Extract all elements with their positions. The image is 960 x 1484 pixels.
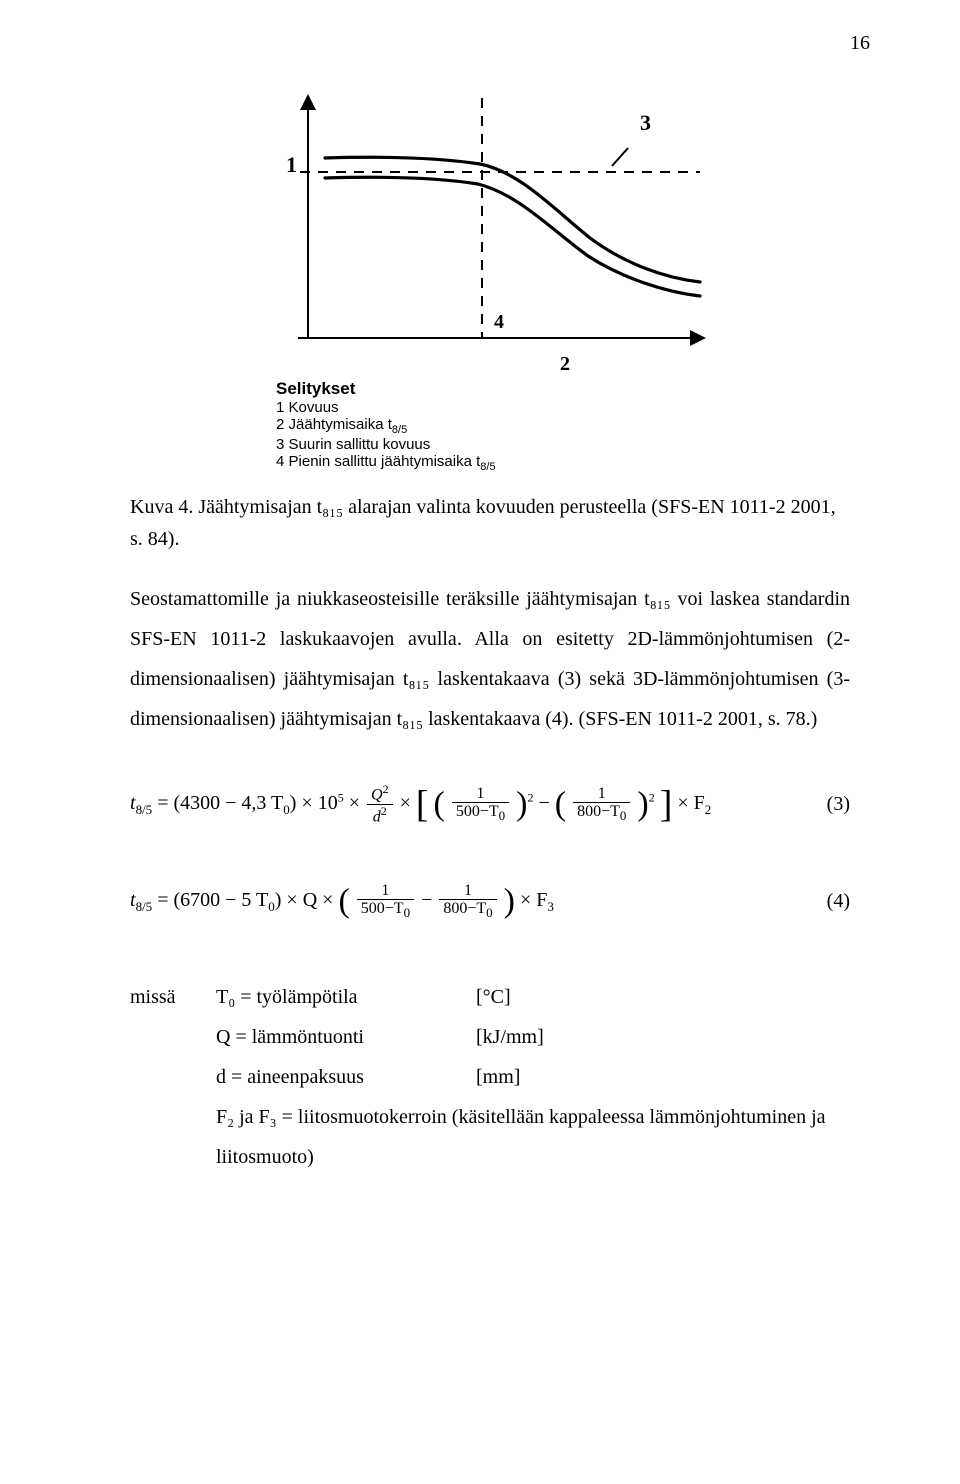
def-unit-T0: [°C] xyxy=(476,977,850,1017)
def-unit-Q: [kJ/mm] xyxy=(476,1017,850,1057)
equation-4-row: t8/5 = (6700 − 5 T0) × Q × ( 1 500−T0 − … xyxy=(130,882,850,921)
def-row-T0: missä T₀ = työlämpötila [°C] xyxy=(130,977,850,1017)
figure-caption: Kuva 4. Jäähtymisajan t₈₁₅ alarajan vali… xyxy=(130,491,850,555)
y-axis-arrow-icon xyxy=(300,94,316,110)
equation-3-number: (3) xyxy=(807,793,850,816)
figure-legend: Selitykset 1 Kovuus 2 Jäähtymisaika t8/5… xyxy=(276,379,850,473)
def-var-T0: T₀ = työlämpötila xyxy=(216,977,476,1017)
equation-4-number: (4) xyxy=(807,890,850,913)
def-row-Q: Q = lämmöntuonti [kJ/mm] xyxy=(130,1017,850,1057)
equation-3: t8/5 = (4300 − 4,3 T0) × 105 × Q2 d2 × [… xyxy=(130,783,711,826)
cooling-time-chart: 1 3 2 4 xyxy=(270,80,710,380)
dash-label-4: 4 xyxy=(494,311,504,333)
page-number: 16 xyxy=(850,32,870,55)
def-unit-d: [mm] xyxy=(476,1057,850,1097)
x-axis-arrow-icon xyxy=(690,330,706,346)
legend-item-2: 2 Jäähtymisaika t8/5 xyxy=(276,416,850,436)
def-note-line-1: F₂ ja F₃ = liitosmuotokerroin (käsitellä… xyxy=(130,1097,850,1137)
curve-label-1: 1 xyxy=(286,152,297,177)
legend-title: Selitykset xyxy=(276,379,850,399)
body-paragraph: Seostamattomille ja niukkaseosteisille t… xyxy=(130,579,850,739)
hardness-curve-lower xyxy=(325,177,700,296)
legend-item-4: 4 Pienin sallittu jäähtymisaika t8/5 xyxy=(276,453,850,473)
axis-label-2: 2 xyxy=(560,353,570,375)
equation-3-row: t8/5 = (4300 − 4,3 T0) × 105 × Q2 d2 × [… xyxy=(130,783,850,826)
def-var-d: d = aineenpaksuus xyxy=(216,1057,476,1097)
variable-definitions: missä T₀ = työlämpötila [°C] Q = lämmönt… xyxy=(130,977,850,1177)
where-label: missä xyxy=(130,977,216,1017)
def-row-d: d = aineenpaksuus [mm] xyxy=(130,1057,850,1097)
def-var-Q: Q = lämmöntuonti xyxy=(216,1017,476,1057)
curve-label-3: 3 xyxy=(640,110,651,135)
label-3-pointer xyxy=(612,148,628,166)
legend-item-1: 1 Kovuus xyxy=(276,399,850,416)
figure-block: 1 3 2 4 Selitykset 1 Kovuus 2 Jäähtymisa… xyxy=(270,80,850,473)
equation-4: t8/5 = (6700 − 5 T0) × Q × ( 1 500−T0 − … xyxy=(130,882,554,921)
def-note-line-2: liitosmuoto) xyxy=(130,1137,850,1177)
legend-item-3: 3 Suurin sallittu kovuus xyxy=(276,436,850,453)
